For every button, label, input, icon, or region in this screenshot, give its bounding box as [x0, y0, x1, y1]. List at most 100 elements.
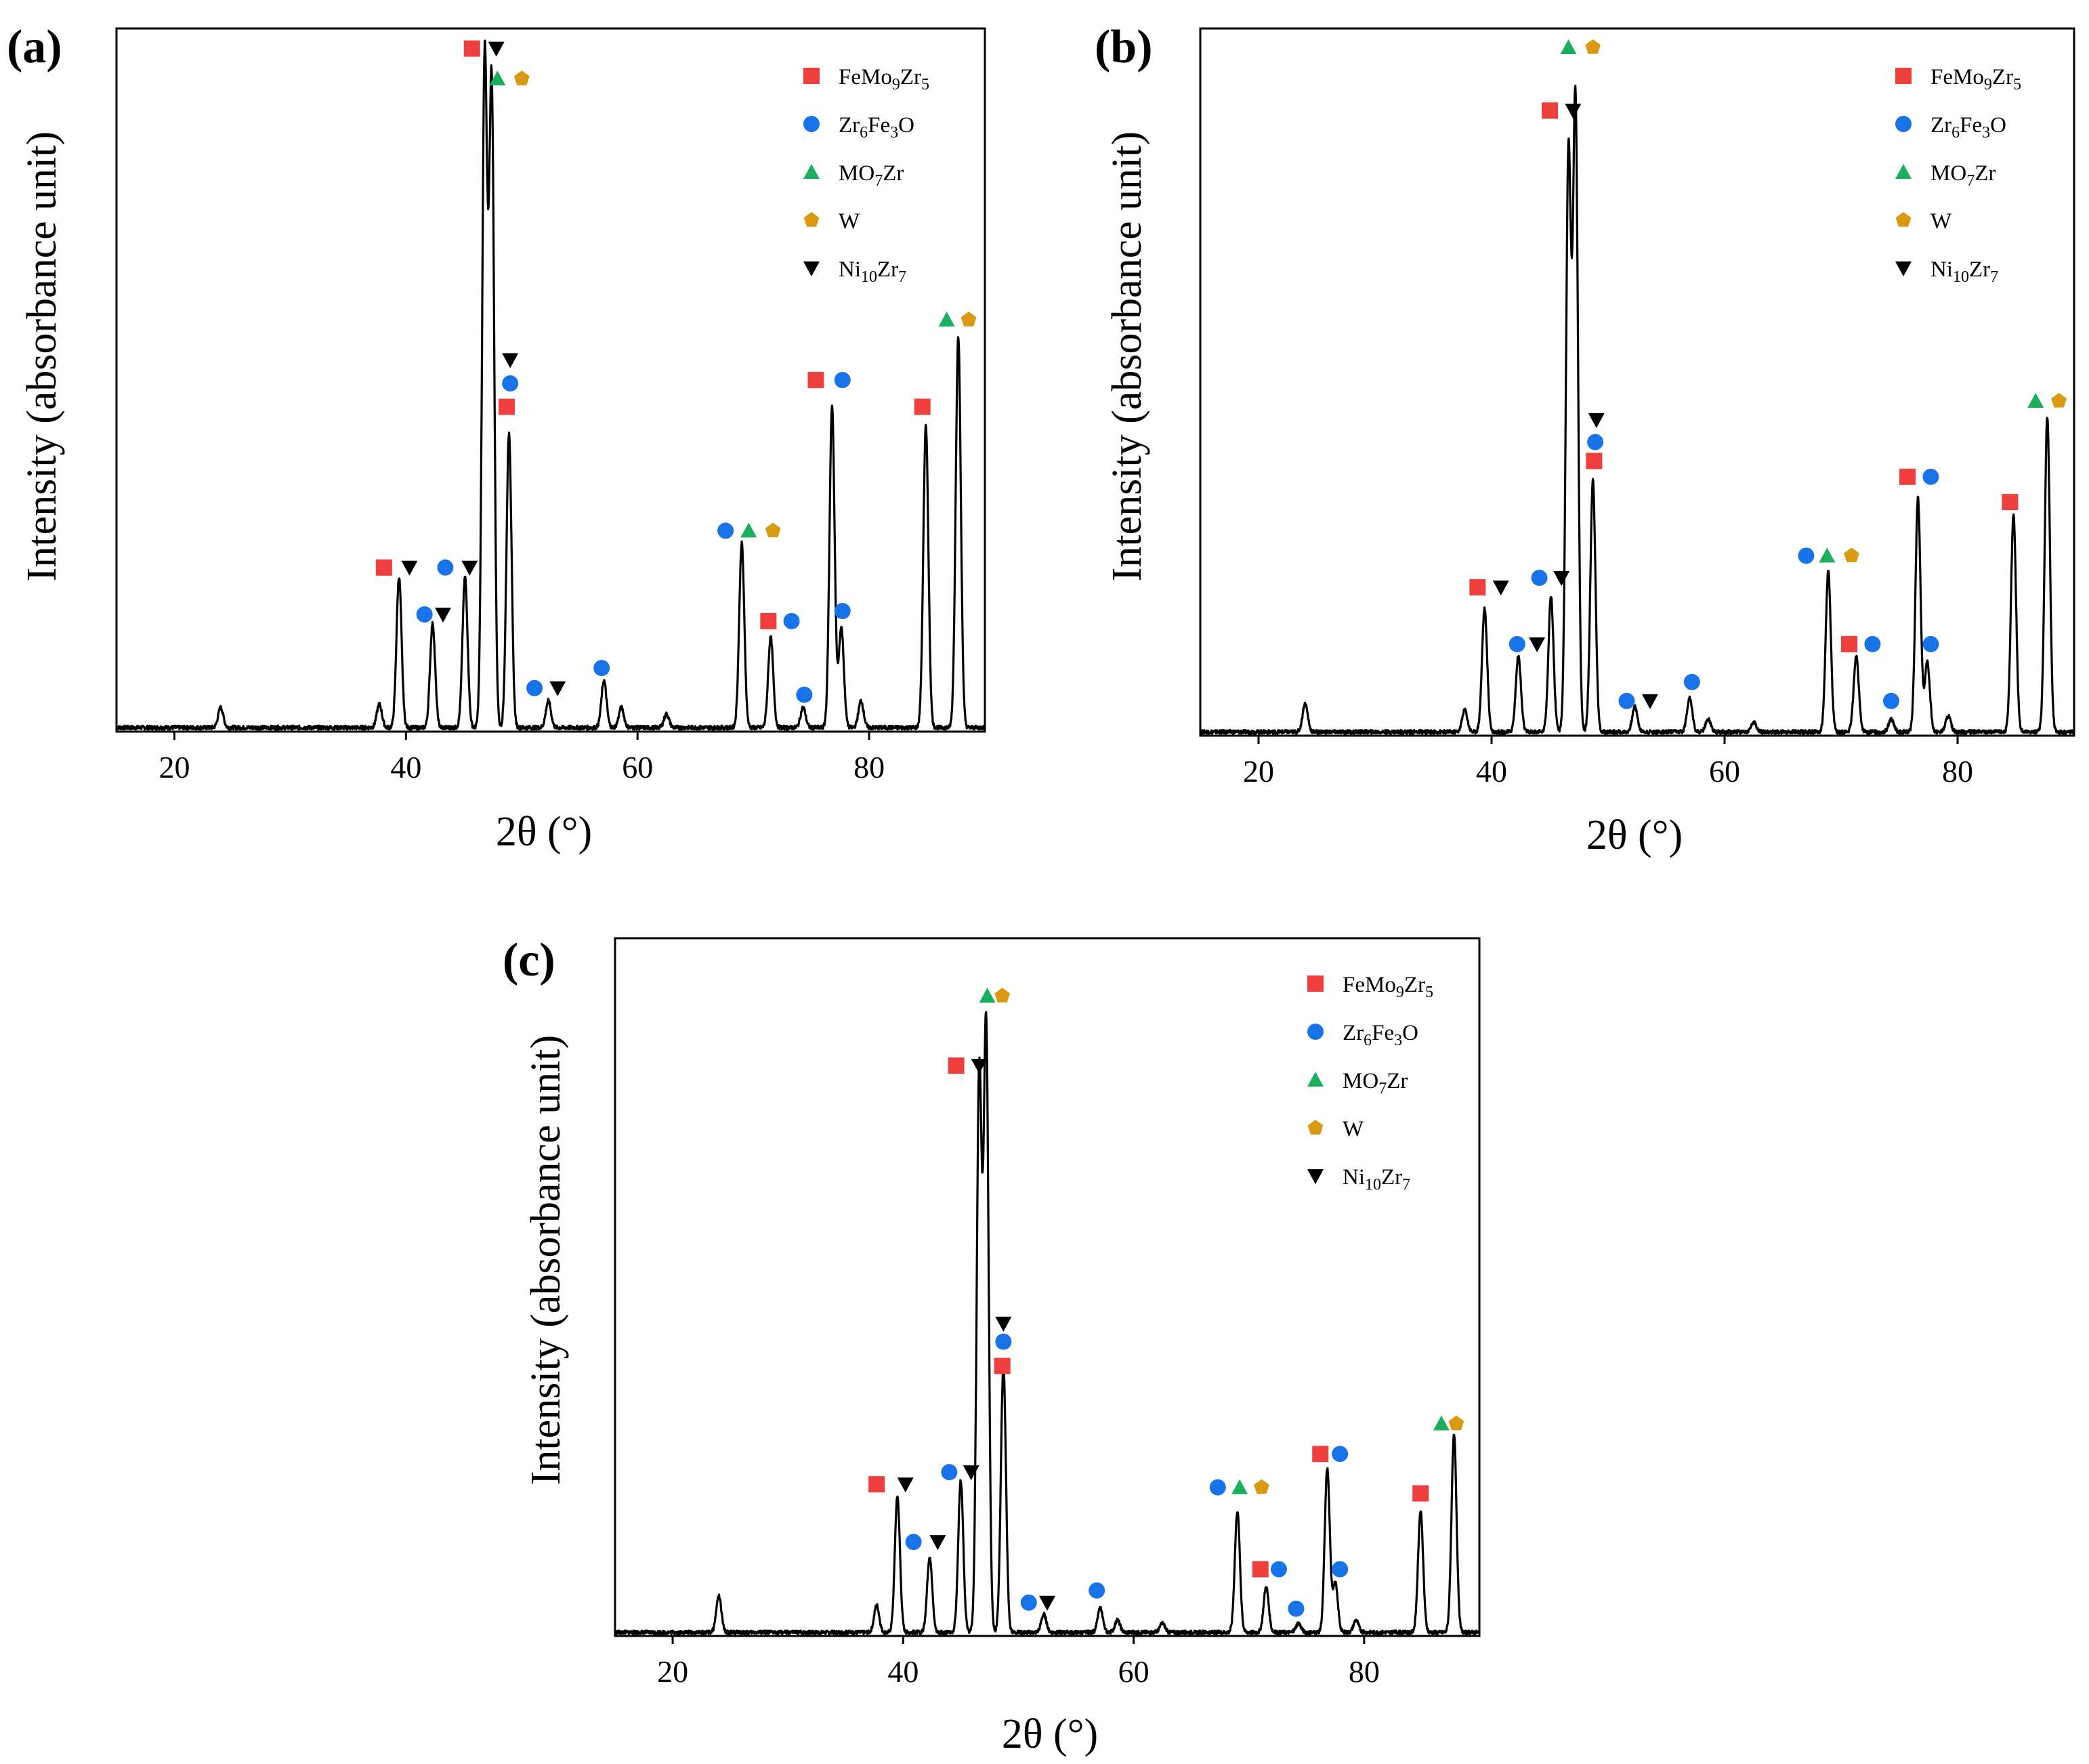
- xrd-trace-b: [1199, 85, 2075, 735]
- phase-marker-mo7zr: [740, 522, 757, 538]
- phase-marker-femo9zr5: [807, 372, 824, 388]
- phase-marker-zr6fe3o: [1882, 692, 1899, 709]
- phase-marker-w: [1448, 1415, 1464, 1431]
- phase-marker-ni10zr7: [1492, 580, 1509, 595]
- phase-marker-femo9zr5: [499, 398, 515, 415]
- legend-label-zr6fe3o: Zr6Fe3O: [839, 113, 914, 142]
- phase-marker-zr6fe3o: [834, 603, 851, 620]
- phase-marker-ni10zr7: [1529, 637, 1546, 652]
- phase-marker-zr6fe3o: [1270, 1561, 1287, 1578]
- legend-subscript: 6: [1364, 1032, 1372, 1049]
- legend-text: O: [1990, 113, 2006, 138]
- phase-markers-b: [1469, 39, 2067, 709]
- phase-marker-femo9zr5: [1586, 453, 1603, 469]
- legend-text: Zr: [1343, 1021, 1364, 1045]
- phase-marker-zr6fe3o: [1922, 635, 1939, 652]
- legend-text: MO: [1930, 161, 1966, 186]
- phase-marker-w: [765, 522, 781, 538]
- phase-marker-ni10zr7: [995, 1316, 1012, 1332]
- panel-letter-c: (c): [503, 934, 555, 986]
- legend-label-mo7zr: MO7Zr: [839, 161, 904, 190]
- legend-marker-ni10zr7: [1307, 1169, 1324, 1184]
- phase-marker-zr6fe3o: [416, 606, 433, 623]
- phase-marker-femo9zr5: [375, 559, 392, 576]
- legend-text: FeMo: [839, 65, 892, 89]
- phase-marker-ni10zr7: [971, 1059, 988, 1074]
- legend-text: Zr: [1969, 257, 1990, 282]
- phase-marker-zr6fe3o: [834, 372, 851, 388]
- legend-subscript: 7: [1378, 1080, 1387, 1097]
- legend-marker-w: [803, 212, 820, 227]
- legend-text: Zr: [1387, 1069, 1408, 1093]
- x-tick-label: 40: [887, 1654, 919, 1689]
- phase-marker-ni10zr7: [963, 1465, 979, 1481]
- phase-marker-w: [1585, 39, 1601, 54]
- x-ticks-c: 20 40 60 80: [657, 1636, 1380, 1689]
- phase-marker-zr6fe3o: [1089, 1582, 1105, 1599]
- phase-marker-femo9zr5: [1469, 579, 1486, 595]
- phase-marker-mo7zr: [1231, 1479, 1248, 1494]
- legend-label-ni10zr7: Ni10Zr7: [839, 257, 906, 286]
- phase-marker-ni10zr7: [1553, 570, 1570, 586]
- legend-text: FeMo: [1930, 65, 1984, 89]
- legend-marker-mo7zr: [1895, 164, 1912, 179]
- phase-marker-mo7zr: [1819, 547, 1836, 563]
- legend-subscript: 7: [874, 172, 883, 190]
- xrd-trace-c: [614, 1011, 1481, 1635]
- phase-marker-zr6fe3o: [1683, 673, 1700, 690]
- plot-area-c: [614, 937, 1481, 1637]
- phase-marker-zr6fe3o: [717, 522, 734, 539]
- panel-a: (a) Intensity (absorbance unit) 2θ (°) 2…: [7, 21, 986, 855]
- phase-marker-w: [2051, 392, 2067, 408]
- phase-marker-w: [513, 70, 530, 85]
- phase-marker-ni10zr7: [929, 1535, 946, 1551]
- y-axis-label-a: Intensity (absorbance unit): [19, 131, 65, 582]
- legend-subscript: 5: [1425, 984, 1433, 1001]
- legend-label-femo9zr5: FeMo9Zr5: [1343, 973, 1433, 1001]
- phase-marker-zr6fe3o: [1332, 1446, 1349, 1463]
- legend-label-femo9zr5: FeMo9Zr5: [839, 65, 929, 93]
- phase-marker-ni10zr7: [1039, 1595, 1055, 1611]
- phase-marker-femo9zr5: [1899, 468, 1916, 485]
- phase-marker-w: [1844, 547, 1859, 563]
- x-tick-label: 60: [1118, 1654, 1149, 1689]
- legend-label-mo7zr: MO7Zr: [1930, 161, 1996, 190]
- phase-marker-zr6fe3o: [783, 612, 800, 629]
- legend-marker-w: [1895, 212, 1912, 227]
- y-axis-label-b: Intensity (absorbance unit): [1104, 131, 1150, 582]
- legend-marker-ni10zr7: [1895, 261, 1912, 276]
- x-tick-label: 20: [159, 750, 190, 784]
- phase-marker-ni10zr7: [401, 560, 418, 576]
- phase-marker-ni10zr7: [461, 560, 478, 576]
- phase-marker-ni10zr7: [435, 608, 452, 623]
- phase-marker-femo9zr5: [868, 1476, 885, 1493]
- phase-marker-zr6fe3o: [796, 686, 813, 703]
- legend-text: Zr: [839, 113, 860, 138]
- legend-subscript: 10: [1953, 268, 1969, 286]
- legend-text: O: [1402, 1021, 1418, 1045]
- phase-marker-zr6fe3o: [1332, 1561, 1349, 1578]
- legend-text: Ni: [839, 257, 861, 282]
- legend-subscript: 7: [1990, 268, 1998, 286]
- x-axis-label-c: 2θ (°): [1002, 1711, 1098, 1757]
- phase-marker-zr6fe3o: [502, 375, 519, 392]
- phase-marker-femo9zr5: [2002, 494, 2019, 511]
- plot-area-b: [1199, 27, 2075, 737]
- legend-subscript: 9: [892, 76, 900, 93]
- phase-marker-zr6fe3o: [1864, 635, 1881, 652]
- phase-marker-ni10zr7: [549, 681, 566, 696]
- legend-label-zr6fe3o: Zr6Fe3O: [1930, 113, 2006, 142]
- legend-subscript: 10: [861, 268, 877, 286]
- panel-letter-a: (a): [7, 21, 62, 73]
- phase-marker-femo9zr5: [914, 398, 931, 415]
- legend-text: O: [898, 113, 914, 138]
- legend-text: Ni: [1343, 1165, 1365, 1190]
- legend-marker-femo9zr5: [1895, 68, 1912, 84]
- x-tick-label: 80: [1349, 1654, 1380, 1689]
- legend-text: Ni: [1930, 257, 1953, 282]
- x-tick-label: 60: [622, 750, 653, 784]
- phase-marker-ni10zr7: [1565, 104, 1582, 119]
- legend-marker-femo9zr5: [803, 68, 820, 84]
